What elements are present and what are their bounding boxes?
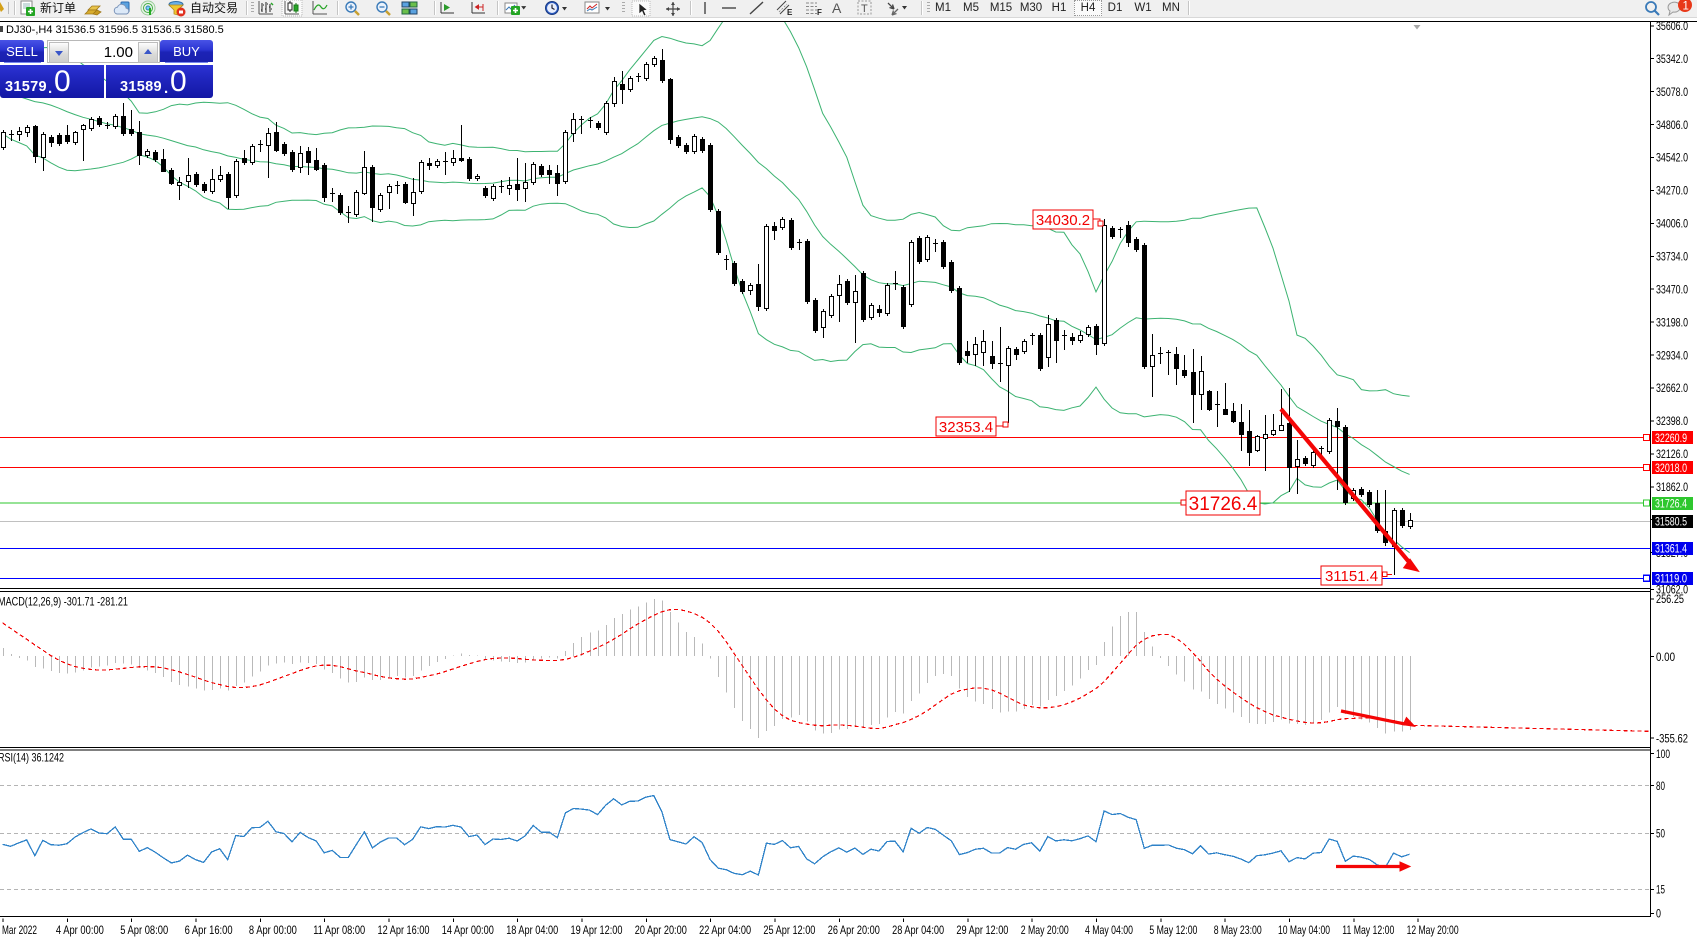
svg-text:31726.4: 31726.4	[1655, 497, 1687, 511]
svg-text:33198.0: 33198.0	[1656, 315, 1688, 329]
svg-text:15: 15	[1656, 883, 1665, 897]
svg-text:100: 100	[1656, 747, 1670, 761]
svg-text:A: A	[832, 0, 842, 16]
svg-text:0.00: 0.00	[1656, 650, 1675, 664]
svg-text:19 Apr 12:00: 19 Apr 12:00	[571, 923, 623, 937]
svg-text:4 Apr 00:00: 4 Apr 00:00	[56, 923, 104, 937]
svg-text:32126.0: 32126.0	[1656, 447, 1688, 461]
svg-text:8 May 23:00: 8 May 23:00	[1214, 923, 1262, 937]
svg-text:32662.0: 32662.0	[1656, 381, 1688, 395]
svg-text:33470.0: 33470.0	[1656, 282, 1688, 296]
svg-text:MACD(12,26,9) -301.71 -281.21: MACD(12,26,9) -301.71 -281.21	[0, 595, 128, 609]
svg-text:Mar 2022: Mar 2022	[2, 923, 37, 937]
svg-text:1: 1	[1683, 1, 1689, 13]
svg-text:50: 50	[1656, 827, 1665, 841]
svg-text:8 Apr 00:00: 8 Apr 00:00	[249, 923, 297, 937]
svg-text:F: F	[817, 8, 822, 17]
svg-text:34030.2: 34030.2	[1036, 212, 1090, 229]
svg-text:32018.0: 32018.0	[1655, 461, 1687, 475]
svg-text:11 May 12:00: 11 May 12:00	[1342, 923, 1394, 937]
svg-text:5 May 12:00: 5 May 12:00	[1149, 923, 1197, 937]
svg-text:31062.0: 31062.0	[1656, 583, 1688, 597]
svg-text:35606.0: 35606.0	[1656, 21, 1688, 33]
svg-text:31151.4: 31151.4	[1325, 568, 1378, 585]
svg-text:DJ30-,H4 31536.5 31596.5 3153: DJ30-,H4 31536.5 31596.5 31536.5 31580.5	[6, 24, 224, 36]
svg-text:E: E	[787, 8, 793, 17]
svg-text:RSI(14) 36.1242: RSI(14) 36.1242	[0, 751, 64, 765]
svg-text:34542.0: 34542.0	[1656, 151, 1688, 165]
svg-text:11 Apr 08:00: 11 Apr 08:00	[313, 923, 365, 937]
svg-text:256.25: 256.25	[1656, 592, 1684, 606]
svg-text:2 May 20:00: 2 May 20:00	[1021, 923, 1069, 937]
svg-text:31726.4: 31726.4	[1189, 494, 1258, 515]
svg-text:31361.4: 31361.4	[1655, 542, 1687, 556]
svg-text:6 Apr 16:00: 6 Apr 16:00	[185, 923, 233, 937]
svg-text:18 Apr 04:00: 18 Apr 04:00	[506, 923, 558, 937]
svg-text:80: 80	[1656, 779, 1665, 793]
svg-text:32934.0: 32934.0	[1656, 348, 1688, 362]
svg-text:31580.5: 31580.5	[1655, 515, 1687, 529]
svg-text:T: T	[861, 3, 868, 15]
svg-text:14 Apr 00:00: 14 Apr 00:00	[442, 923, 494, 937]
svg-text:31119.0: 31119.0	[1655, 572, 1687, 586]
svg-text:35342.0: 35342.0	[1656, 52, 1688, 66]
svg-text:22 Apr 04:00: 22 Apr 04:00	[699, 923, 751, 937]
svg-text:31862.0: 31862.0	[1656, 480, 1688, 494]
svg-text:12 Apr 16:00: 12 Apr 16:00	[378, 923, 430, 937]
svg-text:32353.4: 32353.4	[939, 419, 993, 436]
svg-text:12 May 20:00: 12 May 20:00	[1407, 923, 1459, 937]
svg-text:29 Apr 12:00: 29 Apr 12:00	[956, 923, 1008, 937]
svg-text:35078.0: 35078.0	[1656, 85, 1688, 99]
svg-text:-355.62: -355.62	[1656, 731, 1688, 745]
svg-text:4 May 04:00: 4 May 04:00	[1085, 923, 1133, 937]
svg-text:34806.0: 34806.0	[1656, 118, 1688, 132]
svg-text:34006.0: 34006.0	[1656, 217, 1688, 231]
svg-text:26 Apr 20:00: 26 Apr 20:00	[828, 923, 880, 937]
svg-text:32398.0: 32398.0	[1656, 414, 1688, 428]
svg-text:5 Apr 08:00: 5 Apr 08:00	[120, 923, 168, 937]
svg-text:32260.9: 32260.9	[1655, 431, 1687, 445]
svg-text:28 Apr 04:00: 28 Apr 04:00	[892, 923, 944, 937]
svg-text:0: 0	[1656, 907, 1661, 921]
svg-text:10 May 04:00: 10 May 04:00	[1278, 923, 1330, 937]
svg-text:25 Apr 12:00: 25 Apr 12:00	[763, 923, 815, 937]
svg-text:34270.0: 34270.0	[1656, 184, 1688, 198]
svg-text:33734.0: 33734.0	[1656, 250, 1688, 264]
svg-text:20 Apr 20:00: 20 Apr 20:00	[635, 923, 687, 937]
